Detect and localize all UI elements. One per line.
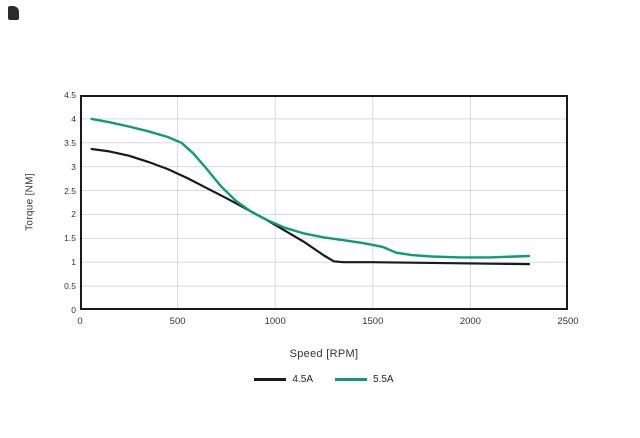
legend-label-5-5a: 5.5A bbox=[373, 374, 394, 385]
torque-speed-plot bbox=[80, 95, 568, 310]
x-tick-label: 1500 bbox=[362, 316, 384, 327]
legend-swatch-5-5a bbox=[335, 378, 367, 381]
y-tick-label: 1 bbox=[71, 257, 76, 268]
chart-canvas bbox=[80, 95, 568, 310]
chart-legend: 4.5A 5.5A bbox=[80, 374, 568, 385]
y-tick-label: 3.5 bbox=[64, 137, 76, 148]
corner-logo-mark bbox=[8, 6, 19, 20]
x-axis-title: Speed [RPM] bbox=[289, 348, 359, 360]
y-tick-label: 3 bbox=[71, 161, 76, 172]
y-tick-label: 0 bbox=[71, 305, 76, 315]
y-axis-ticks: 0 0.5 1 1.5 2 2.5 3 3.5 4 4.5 bbox=[48, 90, 76, 315]
series-line-5.5a bbox=[90, 117, 531, 259]
x-tick-label: 2500 bbox=[557, 316, 579, 327]
legend-label-4-5a: 4.5A bbox=[292, 374, 313, 385]
y-tick-label: 2 bbox=[71, 209, 76, 220]
y-tick-label: 2.5 bbox=[64, 185, 76, 196]
legend-item-5-5a: 5.5A bbox=[335, 374, 394, 385]
x-axis-ticks: 0 500 1000 1500 2000 2500 bbox=[77, 316, 578, 330]
y-tick-label: 4.5 bbox=[64, 90, 76, 100]
legend-item-4-5a: 4.5A bbox=[254, 374, 313, 385]
y-axis-title: Torque [NM] bbox=[24, 173, 36, 231]
y-tick-label: 0.5 bbox=[64, 281, 76, 292]
x-tick-label: 0 bbox=[77, 316, 83, 327]
plot-border bbox=[80, 95, 568, 310]
series-line-4.5a bbox=[90, 147, 531, 266]
x-tick-label: 2000 bbox=[459, 316, 481, 327]
y-tick-label: 4 bbox=[71, 113, 76, 124]
legend-swatch-4-5a bbox=[254, 378, 287, 381]
x-tick-label: 500 bbox=[169, 316, 186, 327]
x-tick-label: 1000 bbox=[264, 316, 286, 327]
y-tick-label: 1.5 bbox=[64, 233, 76, 244]
